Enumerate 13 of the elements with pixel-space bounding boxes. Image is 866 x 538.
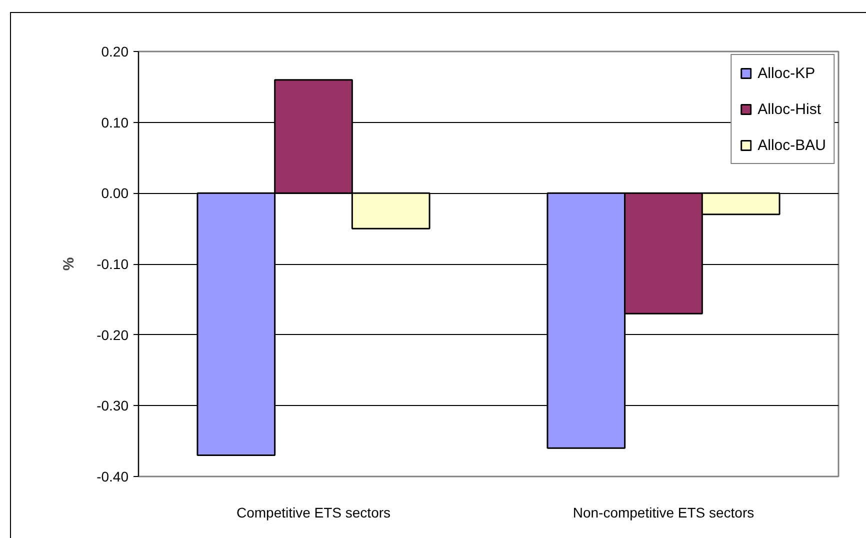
y-tick-label: -0.10 [96,256,129,272]
y-tick-label: -0.20 [96,326,129,343]
legend-label: Alloc-KP [758,64,816,83]
legend-label: Alloc-Hist [758,100,821,119]
y-tick-label: 0.00 [101,185,129,202]
y-tick-label: -0.30 [96,398,129,414]
y-tick-label: 0.20 [101,44,129,60]
y-tick-label: -0.40 [96,468,129,484]
x-tick-label: Non-competitive ETS sectors [572,504,754,520]
x-tick-label: Competitive ETS sectors [236,504,391,520]
y-tick-label: 0.10 [101,114,129,130]
legend-label: Alloc-BAU [758,136,826,155]
y-axis-title: % [60,257,78,271]
